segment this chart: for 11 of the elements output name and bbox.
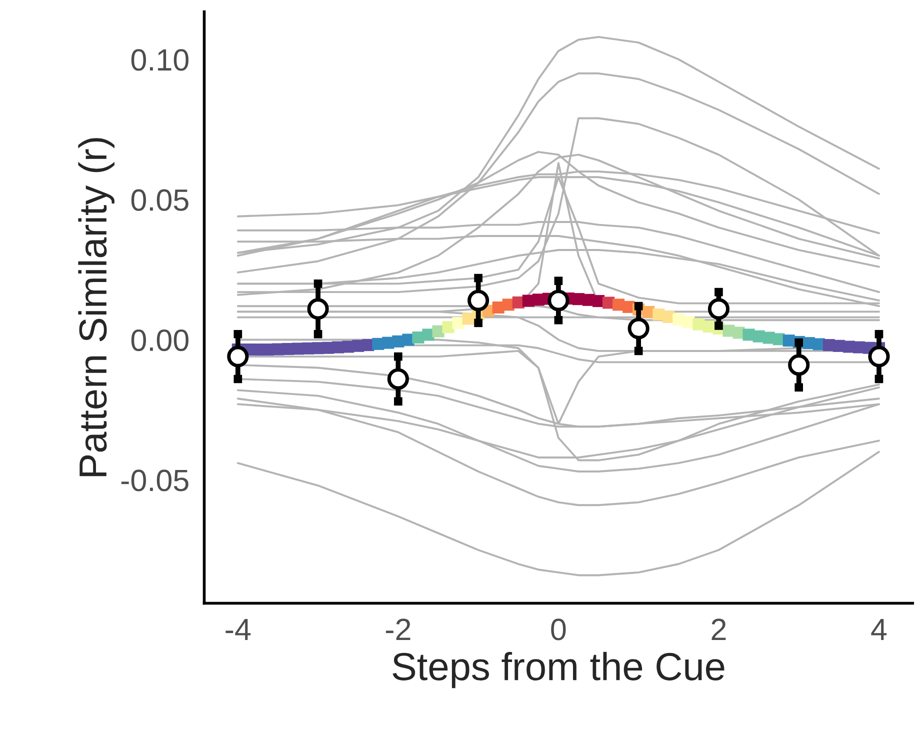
x-tick-label: -2 <box>386 618 410 640</box>
y-tick-label: 0.05 <box>131 189 188 211</box>
x-tick-label: 4 <box>871 618 887 640</box>
x-tick-label: -4 <box>226 618 251 640</box>
y-tick-label: 0.10 <box>131 49 188 71</box>
y-tick-label: -0.05 <box>121 470 188 492</box>
x-tick-label: 0 <box>551 618 566 640</box>
y-axis-title: Pattern Similarity (r) <box>78 138 114 476</box>
x-tick-label: 2 <box>712 618 726 640</box>
y-tick-label: 0.00 <box>131 329 188 352</box>
x-axis-title: Steps from the Cue <box>392 652 724 688</box>
